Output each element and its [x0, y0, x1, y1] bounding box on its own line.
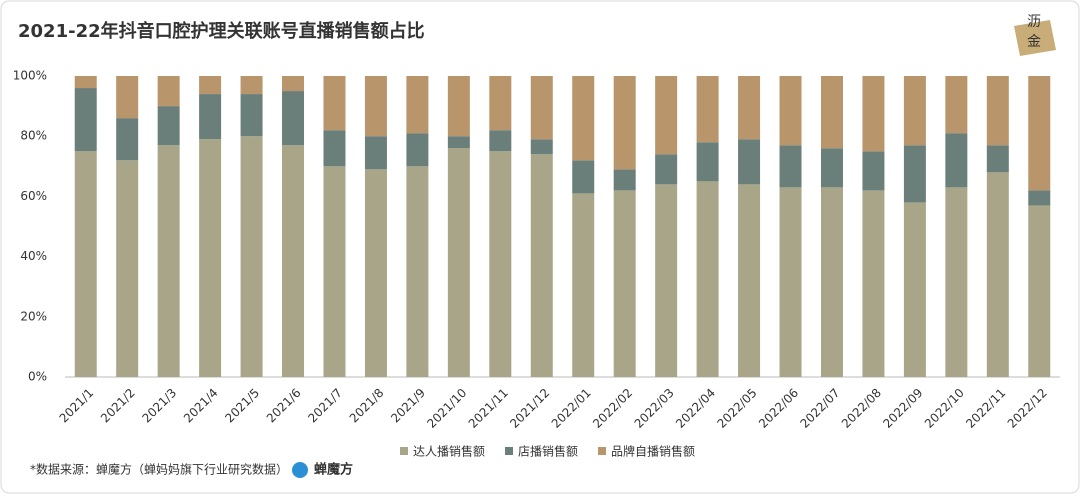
bar-segment	[655, 184, 678, 377]
bar-segment	[364, 76, 387, 137]
bar-segment	[364, 136, 387, 170]
bar-segment	[945, 133, 968, 188]
bar-segment	[199, 76, 222, 95]
bar-segment	[74, 88, 97, 152]
y-tick-label: 40%	[20, 249, 47, 263]
bar-segment	[572, 160, 595, 194]
bar-segment	[157, 145, 180, 377]
bar-segment	[613, 190, 636, 377]
y-tick-label: 60%	[20, 189, 47, 203]
bar-segment	[489, 151, 512, 377]
bar-segment	[447, 76, 470, 137]
bar-segment	[530, 139, 553, 155]
bar-segment	[157, 76, 180, 107]
bar-segment	[572, 76, 595, 161]
bar-segment	[240, 76, 263, 95]
bar-segment	[1028, 190, 1051, 206]
bar-segment	[489, 130, 512, 152]
bar-segment	[74, 76, 97, 89]
bar-segment	[323, 166, 346, 377]
bar-segment	[738, 139, 761, 185]
brand-name: 蝉魔方	[314, 462, 353, 478]
source-note: *数据来源：蝉魔方（蝉妈妈旗下行业研究数据）	[30, 462, 288, 477]
bar-segment	[157, 106, 180, 146]
y-tick-label: 20%	[20, 309, 47, 323]
bar-segment	[986, 145, 1009, 173]
bar-segment	[779, 187, 802, 377]
bar-segment	[323, 130, 346, 167]
bar-segment	[489, 76, 512, 131]
bar-segment	[572, 193, 595, 377]
bar-segment	[986, 172, 1009, 377]
bar-segment	[903, 76, 926, 146]
bar-segment	[779, 76, 802, 146]
bar-segment	[779, 145, 802, 188]
legend-label: 达人播销售额	[413, 444, 485, 459]
badge-text: 沥	[1027, 14, 1041, 30]
bar-segment	[613, 169, 636, 191]
bar-segment	[655, 154, 678, 185]
bar-segment	[240, 94, 263, 137]
chart-title: 2021-22年抖音口腔护理关联账号直播销售额占比	[18, 20, 425, 42]
bar-segment	[406, 133, 429, 167]
bar-segment	[655, 76, 678, 155]
bar-segment	[613, 76, 636, 170]
bar-segment	[282, 76, 305, 92]
bar-segment	[282, 145, 305, 377]
bar-segment	[820, 148, 843, 188]
bar-segment	[696, 181, 719, 377]
y-tick-label: 0%	[28, 370, 47, 384]
bar-segment	[323, 76, 346, 131]
bar-segment	[696, 76, 719, 143]
legend-label: 品牌自播销售额	[611, 444, 695, 459]
bar-segment	[696, 142, 719, 182]
bar-segment	[447, 148, 470, 377]
bar-segment	[530, 76, 553, 140]
bar-segment	[738, 76, 761, 140]
bar-segment	[945, 76, 968, 134]
bar-segment	[116, 76, 139, 119]
bar-segment	[1028, 76, 1051, 191]
bar-segment	[820, 187, 843, 377]
bar-segment	[738, 184, 761, 377]
bar-segment	[1028, 205, 1051, 377]
bar-segment	[199, 139, 222, 377]
y-tick-label: 100%	[13, 69, 47, 83]
bar-segment	[447, 136, 470, 149]
bar-segment	[74, 151, 97, 377]
bar-segment	[282, 91, 305, 146]
bar-segment	[903, 202, 926, 377]
legend-label: 店播销售额	[518, 444, 578, 459]
bar-segment	[116, 118, 139, 161]
bar-segment	[945, 187, 968, 377]
bar-segment	[116, 160, 139, 377]
bar-segment	[862, 151, 885, 191]
legend-swatch	[400, 447, 408, 455]
bar-segment	[406, 166, 429, 377]
bar-segment	[240, 136, 263, 377]
brand-logo	[292, 462, 308, 478]
bar-segment	[986, 76, 1009, 146]
bar-segment	[199, 94, 222, 140]
bar-segment	[862, 76, 885, 152]
badge-text: 金	[1027, 34, 1041, 50]
bar-segment	[903, 145, 926, 203]
bar-segment	[820, 76, 843, 149]
bar-segment	[530, 154, 553, 377]
badge-bg	[1014, 20, 1056, 56]
legend-swatch	[598, 447, 607, 455]
bar-segment	[862, 190, 885, 377]
bar-segment	[406, 76, 429, 134]
bar-segment	[364, 169, 387, 377]
y-tick-label: 80%	[20, 129, 47, 143]
legend-swatch	[505, 447, 514, 455]
